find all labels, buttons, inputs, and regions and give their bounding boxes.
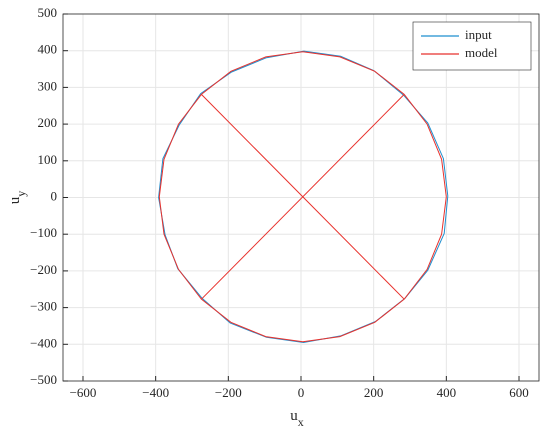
legend-box [412,21,532,71]
y-tick-label: 400 [38,42,58,57]
y-tick-label: −200 [30,262,57,277]
y-tick-label: 100 [38,152,58,167]
legend-label: input [465,27,492,42]
x-tick-label: −400 [142,385,169,400]
x-tick-label: −200 [215,385,242,400]
y-tick-label: 0 [51,188,58,203]
x-label-text: u [290,408,298,424]
y-tick-label: 500 [38,5,58,20]
x-tick-label: 400 [437,385,457,400]
y-tick-label: 200 [38,115,58,130]
x-label-sub: x [298,415,304,429]
axes-box [62,13,540,382]
x-tick-label: 600 [509,385,529,400]
y-tick-label: −400 [30,335,57,350]
legend-label: model [465,45,498,60]
y-tick-label: −100 [30,225,57,240]
x-tick-label: −600 [70,385,97,400]
x-tick-label: 0 [298,385,305,400]
y-axis-label: uy [7,191,27,205]
x-axis-label: ux [290,408,304,428]
x-tick-label: 200 [364,385,384,400]
y-label-sub: y [14,191,28,197]
y-tick-label: −500 [30,372,57,387]
y-tick-label: −300 [30,299,57,314]
series-line [158,51,447,343]
y-tick-label: 300 [38,78,58,93]
y-label-text: u [7,196,23,204]
